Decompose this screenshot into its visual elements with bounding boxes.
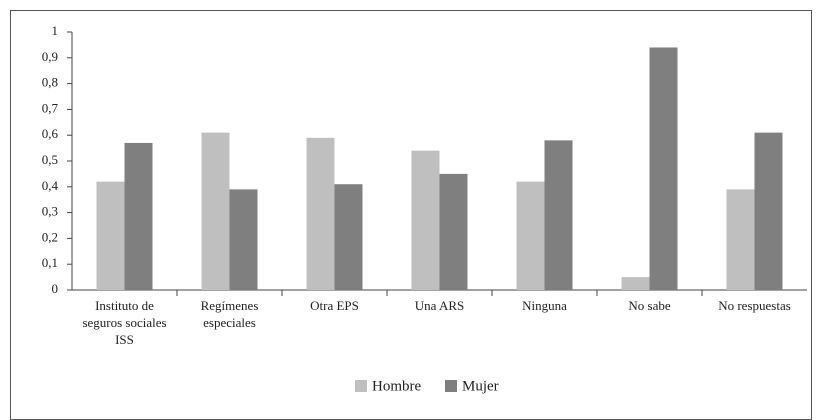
x-tick-label: Regímenes especiales [200, 298, 259, 330]
bar [229, 189, 258, 290]
bar [544, 140, 573, 290]
y-tick-label: 0,7 [42, 100, 59, 115]
legend-label: Hombre [372, 378, 421, 394]
y-tick-label: 0,1 [42, 255, 58, 270]
y-tick-label: 0,4 [42, 178, 59, 193]
bar [754, 132, 783, 290]
bar [726, 189, 755, 290]
bar [334, 184, 363, 290]
legend-label: Mujer [462, 378, 499, 394]
y-tick-label: 0,2 [42, 229, 58, 244]
x-tick-label: Otra EPS [310, 298, 359, 313]
y-tick-label: 0,6 [42, 126, 59, 141]
x-tick-label: Una ARS [414, 298, 465, 313]
bar [306, 137, 335, 290]
bar [201, 132, 230, 290]
bar [621, 277, 650, 290]
x-tick-label: No sabe [628, 298, 671, 313]
y-tick-label: 0,8 [42, 75, 58, 90]
x-tick-label: Ninguna [522, 298, 567, 313]
x-tick-label: No respuestas [718, 298, 791, 313]
y-tick-label: 0,9 [42, 49, 58, 64]
page: 0 0,1 0,2 0,3 0,4 0,5 0,6 0,7 0,8 0,9 1 Hombre Mujer… [10, 10, 812, 420]
bar [516, 181, 545, 290]
legend-swatch [445, 380, 457, 392]
y-tick-label: 0 [52, 281, 59, 296]
bar [124, 142, 153, 290]
chart: 0 0,1 0,2 0,3 0,4 0,5 0,6 0,7 0,8 0,9 1 Hombre Mujer [42, 23, 807, 394]
legend-swatch [355, 380, 367, 392]
y-tick-label: 0,5 [42, 152, 58, 167]
bar [439, 173, 468, 290]
y-tick-label: 1 [52, 23, 59, 38]
bar [96, 181, 125, 290]
bar [411, 150, 440, 290]
x-tick-label: Instituto de seguros sociales ISS [82, 298, 167, 347]
y-tick-label: 0,3 [42, 204, 58, 219]
bar [649, 47, 678, 291]
